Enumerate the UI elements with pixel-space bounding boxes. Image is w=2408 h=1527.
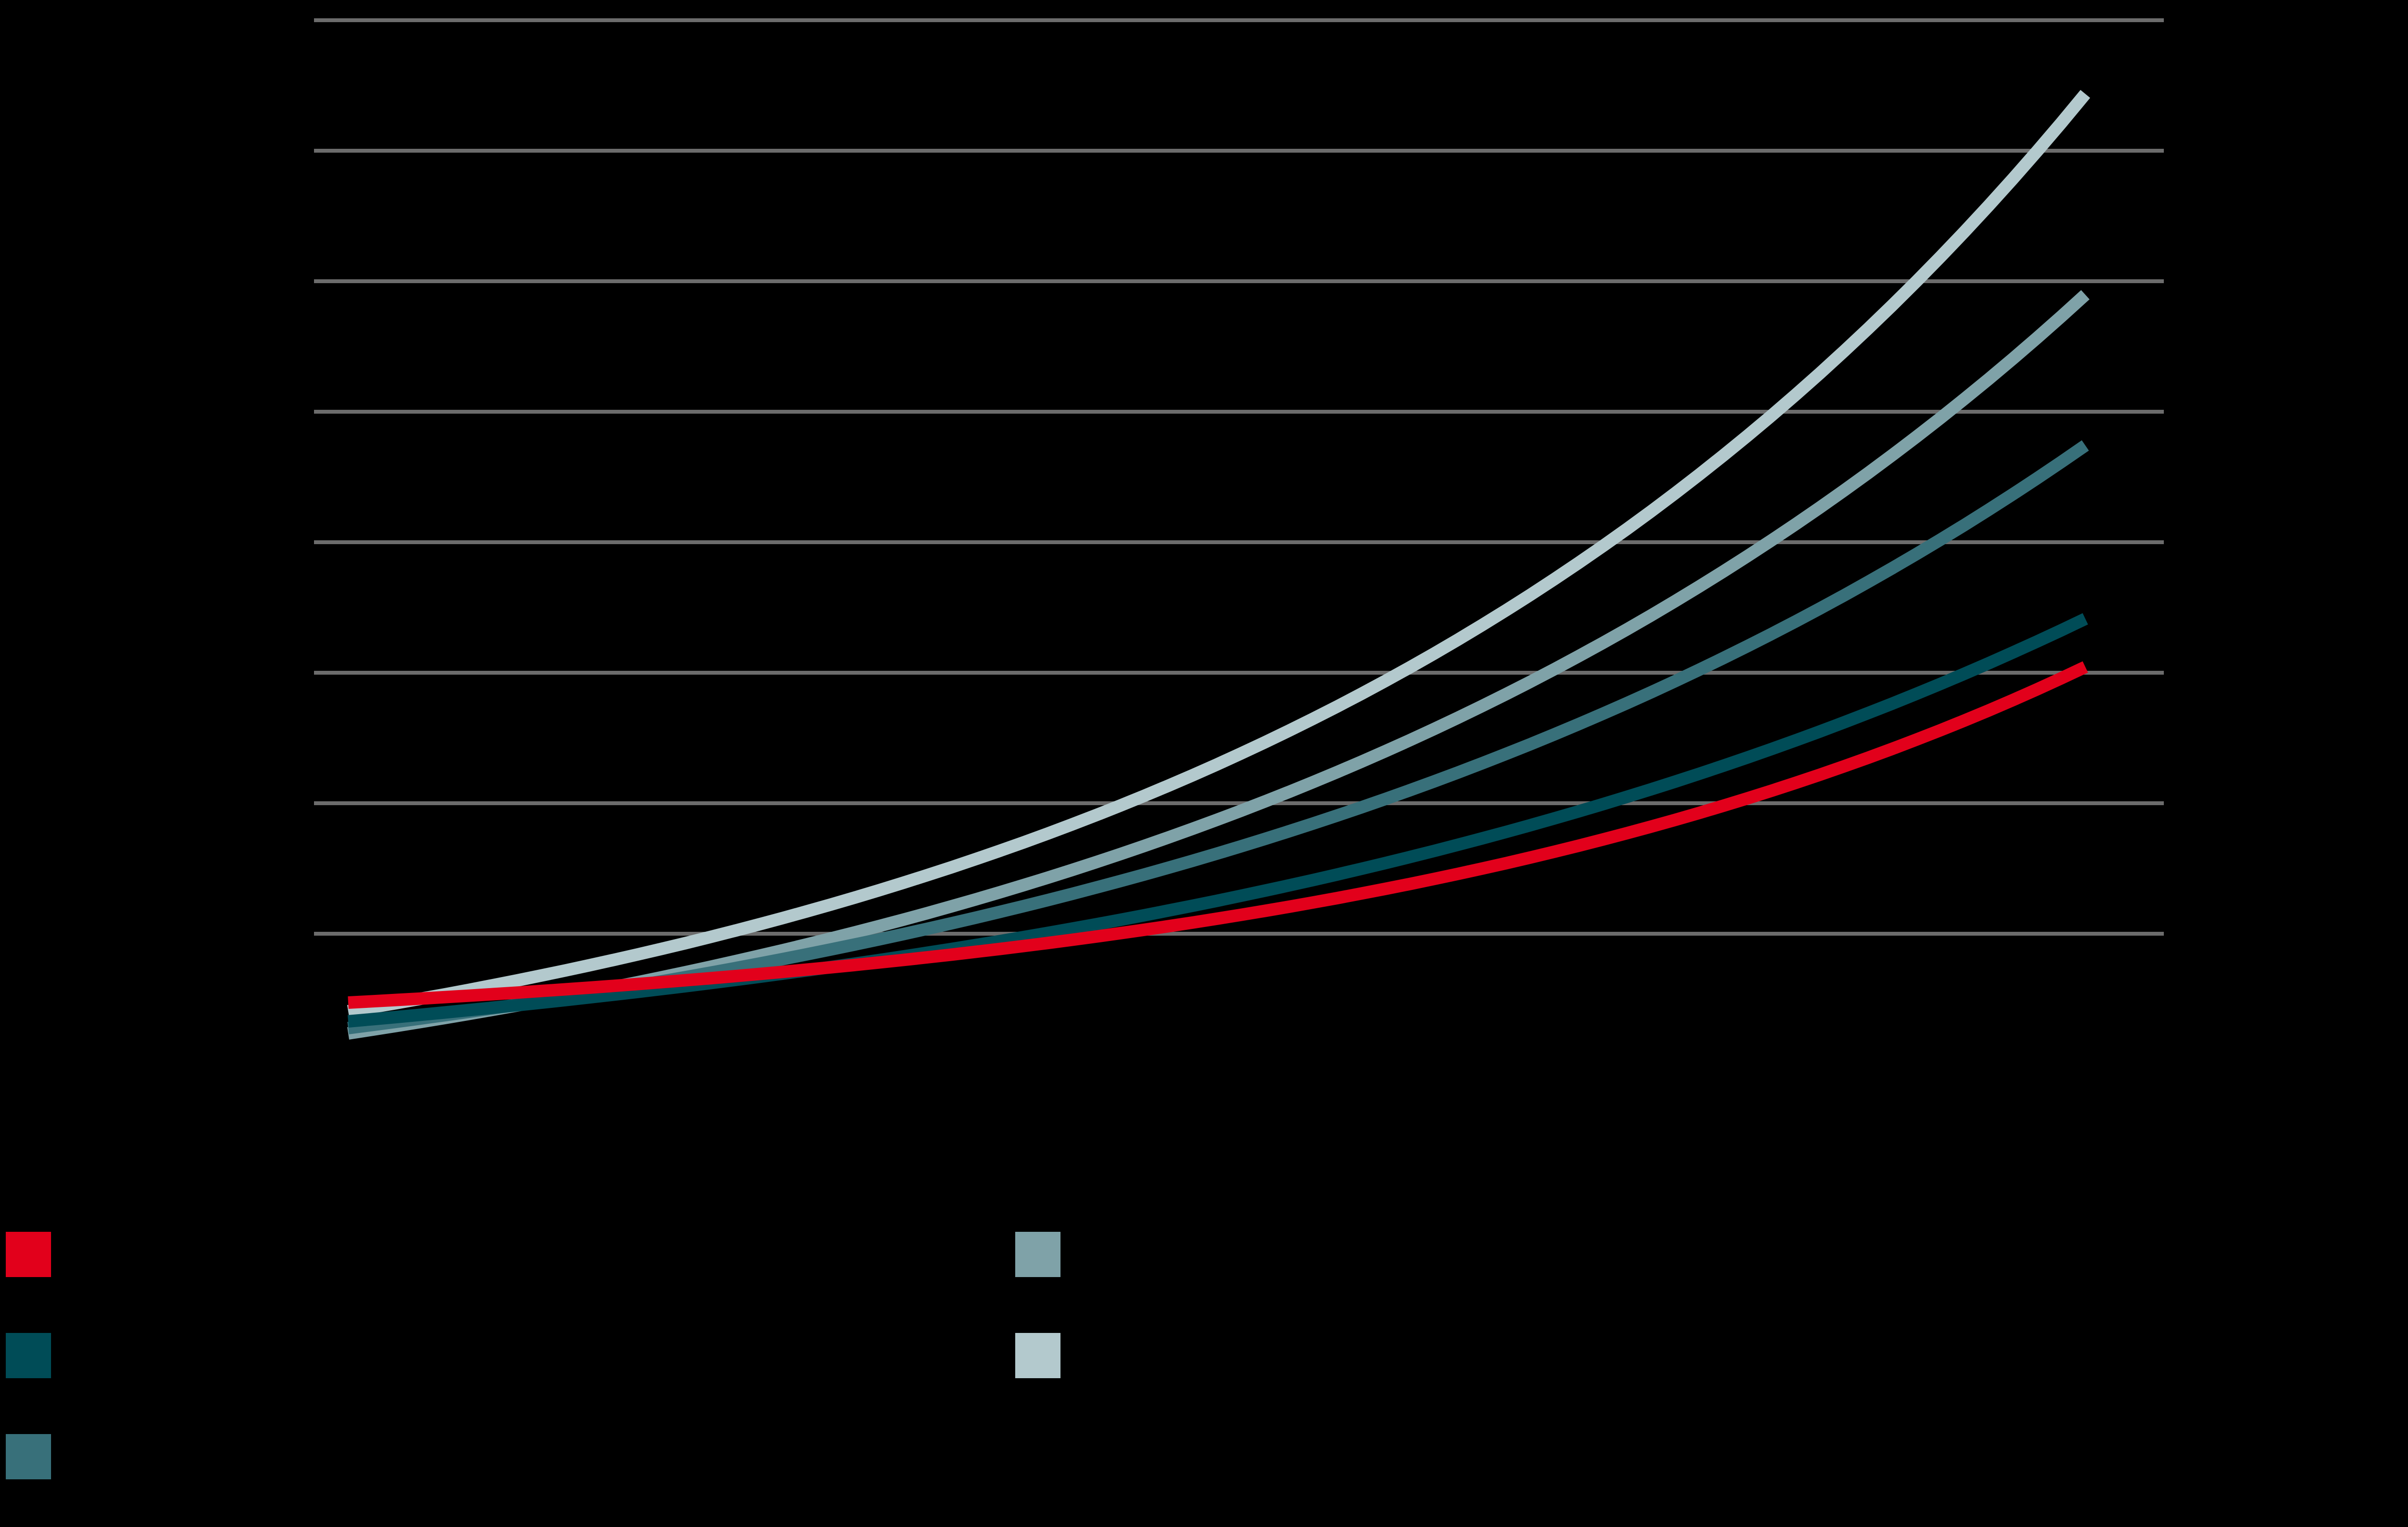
- gridlines: [314, 18, 2164, 936]
- legend-swatch-series-gray-blue: [1015, 1232, 1060, 1277]
- legend-swatch-series-dark-teal: [6, 1333, 51, 1378]
- legend: [6, 1232, 1060, 1479]
- line-series-light-blue: [347, 90, 2091, 1018]
- line-series-red: [348, 661, 2088, 1009]
- line-series-medium-teal: [347, 440, 2089, 1034]
- legend-swatch-series-light-blue: [1015, 1333, 1060, 1378]
- legend-swatch-series-red: [6, 1232, 51, 1277]
- legend-swatch-series-medium-teal: [6, 1434, 51, 1479]
- series-lines: [347, 90, 2091, 1040]
- line-series-dark-teal: [347, 613, 2088, 1028]
